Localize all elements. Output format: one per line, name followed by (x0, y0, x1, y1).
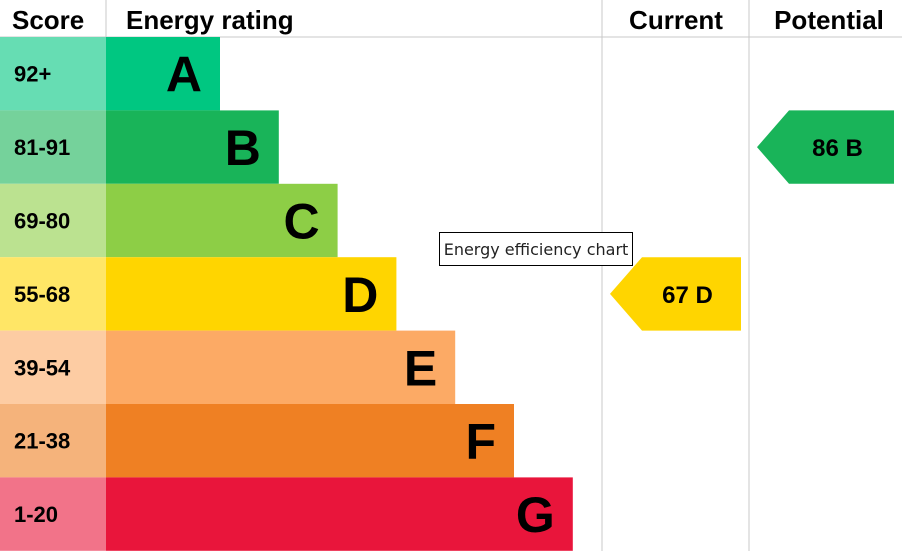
marker-arrow (757, 110, 894, 184)
rating-letter: F (465, 414, 496, 470)
rating-letter: D (342, 267, 378, 323)
rating-bar (106, 404, 514, 478)
rating-letter: C (283, 194, 319, 250)
marker-label: 86 B (812, 135, 863, 162)
band-d: 55-68 D (0, 257, 397, 331)
score-cell (0, 183, 106, 258)
score-cell (0, 37, 106, 111)
potential-rating-marker: 86 B (757, 110, 894, 184)
rating-markers: 67 D 86 B (610, 110, 894, 331)
rating-bar (106, 37, 220, 111)
rating-letter: A (166, 47, 202, 103)
rating-bar (106, 183, 338, 258)
band-e: 39-54 E (0, 330, 456, 404)
rating-bar (106, 110, 279, 184)
rating-letter: G (516, 487, 555, 543)
current-rating-marker: 67 D (610, 257, 741, 331)
marker-arrow (610, 257, 741, 331)
potential-header: Potential (774, 5, 884, 35)
current-header: Current (629, 5, 723, 35)
rating-letter: B (225, 120, 261, 176)
score-range-label: 69-80 (14, 209, 70, 234)
energy-rating-header: Energy rating (126, 5, 294, 35)
band-a: 92+ A (0, 37, 220, 111)
band-g: 1-20 G (0, 477, 573, 551)
score-cell (0, 404, 106, 478)
score-cell (0, 257, 106, 331)
score-range-label: 81-91 (14, 135, 70, 160)
rating-bar (106, 477, 573, 551)
score-range-label: 55-68 (14, 282, 70, 307)
score-range-label: 39-54 (14, 355, 71, 380)
score-cell (0, 477, 106, 551)
band-c: 69-80 C (0, 183, 338, 258)
rating-bands: 92+ A 81-91 B 69-80 C 55-68 D 39-54 E 21-38 F 1-20 G (0, 37, 573, 551)
chart-tooltip: Energy efficiency chart (439, 232, 633, 266)
marker-label: 67 D (662, 282, 713, 309)
score-header: Score (12, 5, 84, 35)
rating-bar (106, 330, 456, 404)
score-range-label: 92+ (14, 62, 51, 87)
band-b: 81-91 B (0, 110, 279, 184)
rating-letter: E (404, 340, 437, 396)
score-cell (0, 110, 106, 184)
score-cell (0, 330, 106, 404)
score-range-label: 1-20 (14, 502, 58, 527)
score-range-label: 21-38 (14, 429, 70, 454)
rating-bar (106, 257, 397, 331)
column-headers: Score Energy rating Current Potential (12, 5, 884, 35)
band-f: 21-38 F (0, 404, 514, 478)
